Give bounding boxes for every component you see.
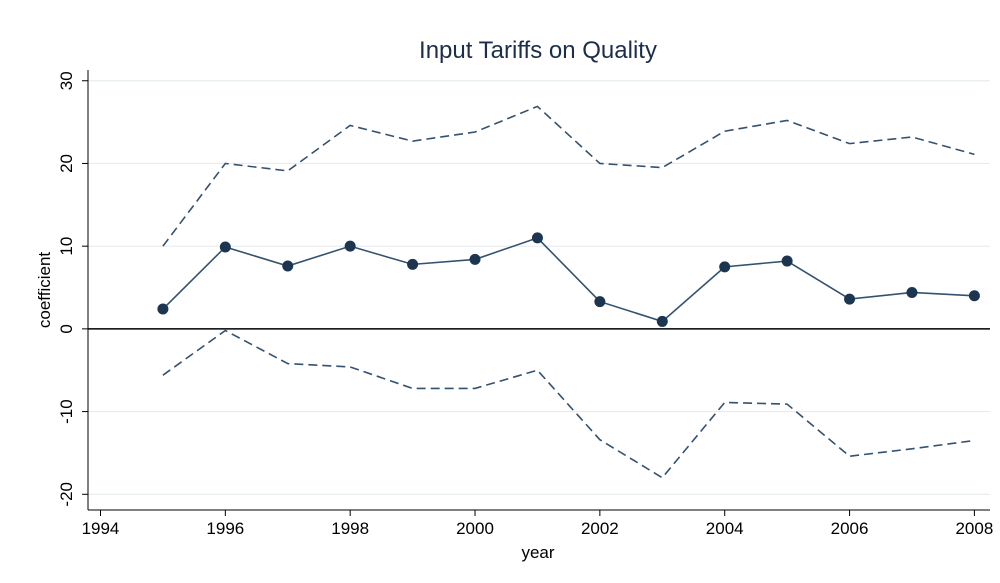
data-point bbox=[469, 253, 481, 265]
data-point bbox=[906, 286, 918, 298]
data-point bbox=[157, 303, 169, 315]
data-point bbox=[844, 293, 856, 305]
data-point bbox=[344, 240, 356, 252]
x-tick-label: 2008 bbox=[955, 519, 993, 538]
series-line bbox=[162, 105, 975, 247]
series-line bbox=[162, 236, 975, 323]
y-tick-label: -20 bbox=[57, 482, 76, 507]
x-tick-label: 1998 bbox=[331, 519, 369, 538]
data-point bbox=[531, 232, 543, 244]
data-point bbox=[219, 241, 231, 253]
x-tick-label: 1996 bbox=[206, 519, 244, 538]
x-tick-label: 2002 bbox=[581, 519, 619, 538]
x-tick-label: 2000 bbox=[456, 519, 494, 538]
y-tick-label: 0 bbox=[57, 324, 76, 333]
chart-title: Input Tariffs on Quality bbox=[419, 37, 657, 64]
data-point bbox=[719, 261, 731, 273]
data-point bbox=[282, 260, 294, 272]
y-axis-label: coefficient bbox=[35, 252, 54, 329]
x-tick-label: 2006 bbox=[831, 519, 869, 538]
data-point bbox=[656, 315, 668, 327]
data-point bbox=[968, 290, 980, 302]
series-line bbox=[162, 329, 975, 479]
y-tick-label: 30 bbox=[57, 71, 76, 90]
x-tick-label: 1994 bbox=[82, 519, 120, 538]
data-point bbox=[781, 255, 793, 267]
x-axis-label: year bbox=[521, 543, 554, 562]
y-tick-label: -10 bbox=[57, 399, 76, 424]
y-tick-label: 10 bbox=[57, 237, 76, 256]
y-tick-label: 20 bbox=[57, 154, 76, 173]
data-point bbox=[407, 258, 419, 270]
data-point bbox=[594, 296, 606, 308]
x-tick-label: 2004 bbox=[706, 519, 744, 538]
